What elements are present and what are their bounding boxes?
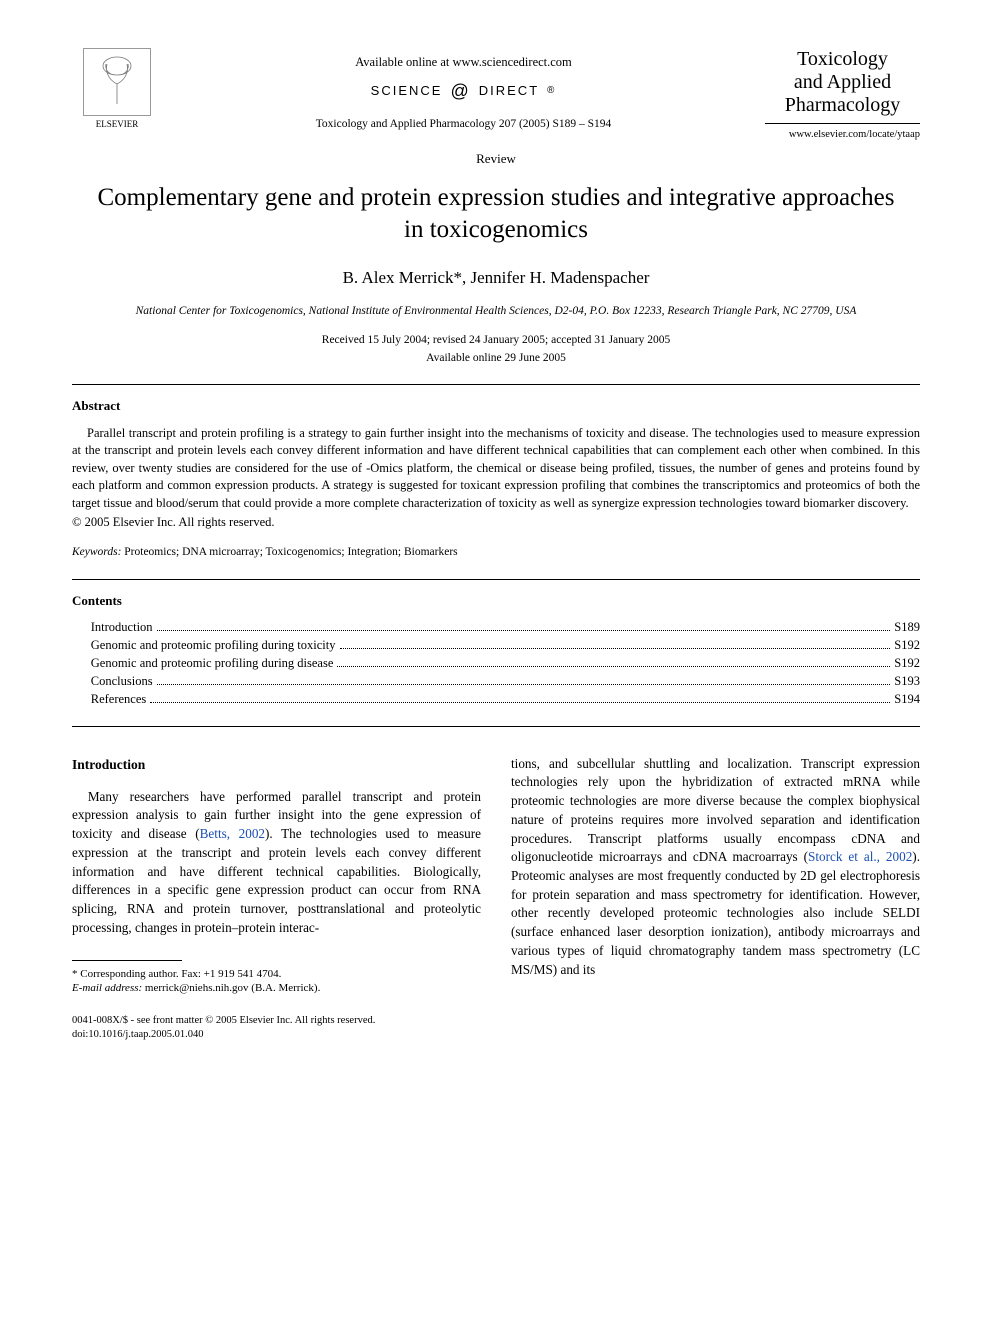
toc-page: S192 [894,637,920,654]
keywords-values: Proteomics; DNA microarray; Toxicogenomi… [124,546,457,558]
citation-link[interactable]: Storck et al., 2002 [808,849,912,864]
available-online-text: Available online at www.sciencedirect.co… [162,54,765,71]
divider [72,579,920,580]
toc-label: Introduction [91,619,153,636]
doi-line: doi:10.1016/j.taap.2005.01.040 [72,1028,481,1042]
intro-paragraph-left: Many researchers have performed parallel… [72,788,481,938]
abstract-copyright: © 2005 Elsevier Inc. All rights reserved… [72,514,920,531]
citation-line: Toxicology and Applied Pharmacology 207 … [162,117,765,133]
contents-block: Contents Introduction S189 Genomic and pro… [72,592,920,708]
email-address: merrick@niehs.nih.gov (B.A. Merrick). [145,982,320,994]
toc-row[interactable]: Conclusions S193 [72,673,920,690]
toc-row[interactable]: Introduction S189 [72,619,920,636]
journal-title: Toxicology and Applied Pharmacology [765,48,920,124]
toc-page: S189 [894,619,920,636]
bottom-metadata: 0041-008X/$ - see front matter © 2005 El… [72,1014,481,1041]
divider [72,384,920,385]
toc-dots [157,675,891,685]
available-online-date: Available online 29 June 2005 [72,351,920,367]
column-left: Introduction Many researchers have perfo… [72,755,481,1042]
toc-page: S194 [894,691,920,708]
keywords-label: Keywords: [72,546,121,558]
toc-label: Genomic and proteomic profiling during d… [91,655,334,672]
affiliation: National Center for Toxicogenomics, Nati… [92,304,900,320]
center-header: Available online at www.sciencedirect.co… [162,48,765,133]
elsevier-tree-icon [83,48,151,116]
citation-link[interactable]: Betts, 2002 [200,826,265,841]
sciencedirect-logo: SCIENCE @ DIRECT ® [371,79,557,103]
authors: B. Alex Merrick*, Jennifer H. Madenspach… [72,267,920,290]
toc-dots [157,621,891,631]
email-label: E-mail address: [72,982,142,994]
body-columns: Introduction Many researchers have perfo… [72,755,920,1042]
toc-row[interactable]: References S194 [72,691,920,708]
contents-heading: Contents [72,592,920,610]
journal-url: www.elsevier.com/locate/ytaap [765,128,920,142]
toc-label: Genomic and proteomic profiling during t… [91,637,336,654]
article-type: Review [72,150,920,168]
issn-line: 0041-008X/$ - see front matter © 2005 El… [72,1014,481,1028]
at-icon: @ [450,79,470,103]
journal-title-block: Toxicology and Applied Pharmacology www.… [765,48,920,142]
toc-dots [150,693,890,703]
publisher-name: ELSEVIER [72,118,162,130]
intro-paragraph-right: tions, and subcellular shuttling and loc… [511,755,920,980]
history-dates: Received 15 July 2004; revised 24 Januar… [72,333,920,349]
introduction-heading: Introduction [72,755,481,774]
toc-dots [340,639,891,649]
toc-list: Introduction S189 Genomic and proteomic pr… [72,619,920,707]
sd-brand-2: DIRECT [479,82,539,100]
divider [72,726,920,727]
footnote-separator [72,960,182,961]
sd-brand-1: SCIENCE [371,82,443,100]
toc-page: S193 [894,673,920,690]
publisher-logo-block: ELSEVIER [72,48,162,130]
toc-dots [337,657,890,667]
page-header: ELSEVIER Available online at www.science… [72,48,920,142]
email-note: E-mail address: merrick@niehs.nih.gov (B… [72,981,481,996]
toc-label: Conclusions [91,673,153,690]
toc-label: References [91,691,147,708]
toc-row[interactable]: Genomic and proteomic profiling during d… [72,655,920,672]
abstract-heading: Abstract [72,397,920,415]
toc-row[interactable]: Genomic and proteomic profiling during t… [72,637,920,654]
corresponding-author-note: * Corresponding author. Fax: +1 919 541 … [72,967,481,982]
abstract-body: Parallel transcript and protein profilin… [72,425,920,513]
keywords-line: Keywords: Proteomics; DNA microarray; To… [72,545,920,561]
column-right: tions, and subcellular shuttling and loc… [511,755,920,1042]
article-title: Complementary gene and protein expressio… [92,182,900,247]
toc-page: S192 [894,655,920,672]
